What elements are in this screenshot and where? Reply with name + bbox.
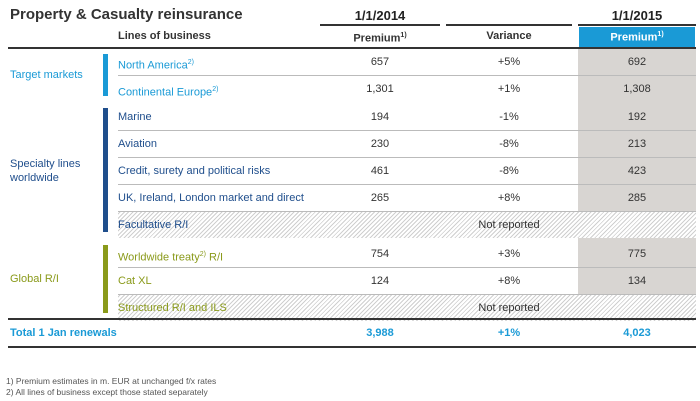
target-bar [103,54,108,96]
premium-2014: 754 [370,248,390,260]
total-2014: 3,988 [366,327,394,339]
premium-2014: 657 [370,56,390,68]
premium-2014: 194 [370,111,390,123]
premium-2015: 285 [627,192,647,204]
premium-2014: 265 [370,192,390,204]
variance: -1% [499,111,519,123]
premium-2014-header: Premium1) [353,32,407,45]
line-of-business: Facultative R/I [118,219,189,231]
total-variance: +1% [497,327,521,339]
date-2014: 1/1/2014 [354,8,406,23]
variance: +8% [497,275,521,287]
variance: -8% [499,138,519,150]
premium-2014: 230 [370,138,390,150]
specialty-bar [103,108,108,232]
line-of-business: Worldwide treaty2) R/I [118,251,224,264]
line-of-business: Cat XL [118,275,152,287]
not-reported-hatch [118,212,696,238]
total-2015: 4,023 [623,327,651,339]
premium-2014: 1,301 [366,83,394,95]
premium-2015: 423 [627,165,647,177]
premium-2015: 213 [627,138,647,150]
line-of-business: Structured R/I and ILS [118,302,227,314]
premium-2015: 775 [627,248,647,260]
date-2015: 1/1/2015 [611,8,663,23]
premium-2015: 1,308 [623,83,651,95]
variance: +3% [497,248,521,260]
variance: +5% [497,56,521,68]
variance-header: Variance [486,30,532,42]
premium-2015: 692 [627,56,647,68]
footnote-1: 1) Premium estimates in m. EUR at unchan… [6,376,217,386]
footnote-2: 2) All lines of business except those st… [6,387,208,397]
variance: -8% [499,165,519,177]
premium-2015-header: Premium1) [610,31,664,44]
premium-2014: 461 [370,165,390,177]
line-of-business: Aviation [118,138,157,150]
page-title: Property & Casualty reinsurance [10,6,243,23]
variance: +1% [497,83,521,95]
line-of-business: Marine [118,111,152,123]
lines-header: Lines of business [118,30,211,42]
line-of-business: UK, Ireland, London market and direct [118,192,304,204]
premium-2015: 134 [627,275,647,287]
not-reported-hatch [118,295,696,321]
variance: Not reported [478,302,540,314]
line-of-business: North America2) [118,59,194,72]
variance: +8% [497,192,521,204]
group-specialty-lines: Specialty lines worldwide [10,158,81,184]
line-of-business: Credit, surety and political risks [118,165,271,177]
line-of-business: Continental Europe2) [118,86,219,99]
total-label: Total 1 Jan renewals [10,327,117,339]
group-target-markets: Target markets [10,69,83,81]
group-global-ri: Global R/I [10,273,59,285]
global-bar [103,245,108,313]
variance: Not reported [478,219,540,231]
premium-2015: 192 [627,111,647,123]
premium-2014: 124 [370,275,390,287]
